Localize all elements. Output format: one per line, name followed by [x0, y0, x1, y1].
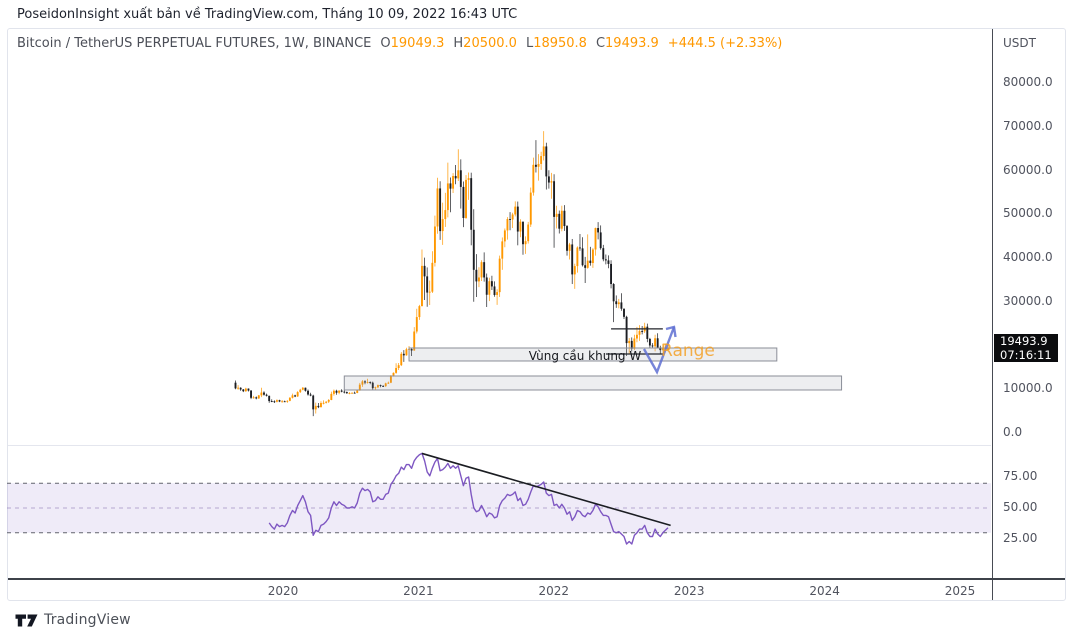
rsi-pane-divider	[8, 445, 991, 446]
price-axis-separator	[992, 29, 993, 600]
low-value: 18950.8	[533, 36, 587, 51]
price-tick-80000: 80000.0	[1003, 75, 1053, 89]
price-axis-currency: USDT	[1003, 36, 1036, 50]
close-value: 19493.9	[605, 36, 659, 51]
year-tick-2022: 2022	[538, 584, 570, 598]
price-tick-30000: 30000.0	[1003, 293, 1053, 308]
tradingview-logo[interactable]: TradingView	[15, 612, 131, 628]
bar-countdown: 07:16:11	[1000, 348, 1052, 362]
close-label: C	[595, 36, 606, 51]
year-tick-2025: 2025	[944, 584, 976, 598]
open-value: 19049.3	[390, 36, 445, 51]
last-price-tag: 19493.9 07:16:11	[994, 334, 1058, 362]
price-tick-50000: 50000.0	[1003, 206, 1053, 221]
rsi-tick-50: 50.00	[1003, 500, 1038, 514]
price-tick-70000: 70000.0	[1003, 118, 1053, 133]
attribution-text: PoseidonInsight xuất bản về TradingView.…	[17, 7, 518, 22]
high-value: 20500.0	[463, 36, 517, 51]
year-tick-2020: 2020	[267, 584, 299, 598]
time-axis-separator	[8, 578, 1065, 580]
year-tick-2024: 2024	[809, 584, 840, 598]
price-tick-10000: 10000.0	[1003, 381, 1053, 396]
rsi-tick-25: 25.00	[1003, 531, 1038, 545]
open-label: O	[380, 36, 391, 51]
symbol-title: Bitcoin / TetherUS PERPETUAL FUTURES, 1W…	[17, 36, 372, 51]
tradingview-logo-text: TradingView	[44, 612, 131, 628]
low-label: L	[525, 36, 534, 51]
price-tick-0: 0.0	[1003, 425, 1023, 439]
price-tick-60000: 60000.0	[1003, 162, 1053, 177]
demand-zone-label: Vùng cầu khung W	[528, 349, 642, 363]
range-annotation-label: Range	[661, 341, 715, 361]
rsi-tick-75: 75.00	[1003, 469, 1038, 483]
tradingview-logo-icon	[15, 614, 38, 626]
change-value: +444.5 (+2.33%)	[667, 36, 783, 51]
price-tick-40000: 40000.0	[1003, 250, 1053, 264]
high-label: H	[453, 36, 464, 51]
last-price-value: 19493.9	[1000, 334, 1048, 348]
year-tick-2021: 2021	[403, 584, 434, 598]
symbol-legend-row: Bitcoin / TetherUS PERPETUAL FUTURES, 1W…	[17, 36, 791, 51]
chart-widget-frame	[7, 28, 1066, 601]
year-tick-2023: 2023	[673, 584, 705, 598]
